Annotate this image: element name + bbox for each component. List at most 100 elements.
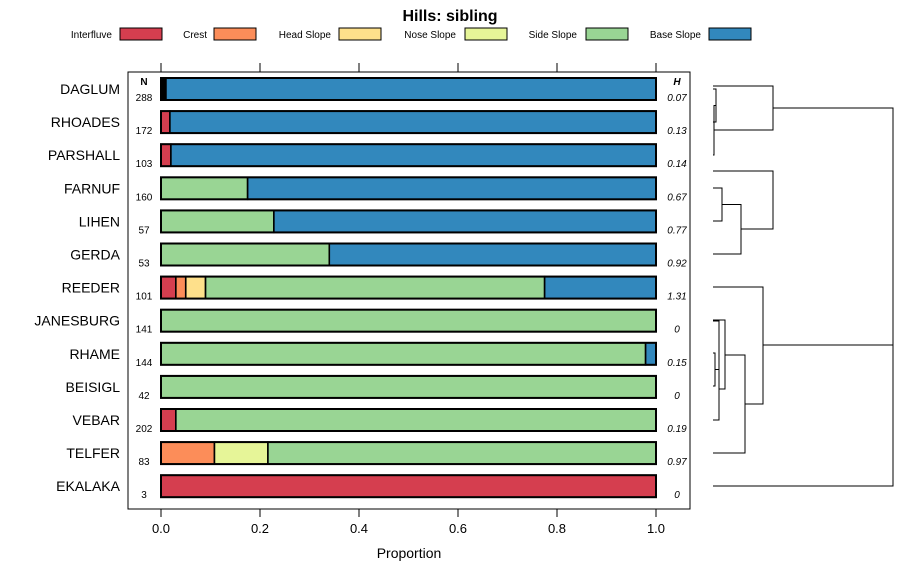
bar-segment — [175, 408, 657, 432]
row-n-value: 202 — [136, 424, 153, 435]
row-label: RHOADES — [51, 114, 120, 130]
legend-label: Base Slope — [650, 30, 702, 41]
bar-row: REEDER 101 1.31 — [62, 275, 687, 303]
row-label: EKALAKA — [56, 478, 120, 494]
row-n-value: 172 — [136, 126, 153, 137]
bar-segment — [170, 143, 657, 167]
bar-segment — [175, 275, 187, 300]
bar-segment — [160, 176, 249, 201]
bar-row: DAGLUM 288 0.07 — [60, 77, 687, 104]
row-h-value: 0.67 — [667, 192, 687, 203]
bar-row: LIHEN 57 0.77 — [79, 209, 687, 236]
legend-swatch — [708, 27, 752, 41]
legend-label: Nose Slope — [404, 30, 456, 41]
bar-segment — [160, 209, 275, 234]
dendrogram-link — [713, 187, 723, 222]
row-h-value: 1.31 — [667, 292, 686, 303]
bar-segment — [160, 308, 657, 333]
legend-label: Side Slope — [529, 30, 578, 41]
row-n-value: 42 — [138, 391, 150, 402]
bar-outline — [160, 77, 657, 101]
bar-rows: DAGLUM 288 0.07 RHOADES 172 0.13 PARSHALL 103 0.… — [34, 77, 687, 501]
x-tick-label: 0.2 — [251, 521, 269, 536]
bar-outline — [160, 275, 657, 300]
row-n-value: 53 — [138, 259, 150, 270]
dendrogram-link — [713, 170, 774, 230]
bar-segment — [160, 474, 657, 499]
bar-segment — [169, 110, 657, 134]
bar-outline — [160, 474, 657, 499]
x-tick-label: 0.6 — [449, 521, 467, 536]
x-tick-label: 0.0 — [152, 521, 170, 536]
bar-segment — [328, 242, 657, 267]
bar-row: FARNUF 160 0.67 — [64, 176, 687, 203]
row-n-value: 141 — [136, 325, 153, 336]
row-h-value: 0.92 — [667, 259, 687, 270]
top-axis-ticks — [160, 63, 657, 72]
legend-swatch — [213, 27, 257, 41]
legend-label: Head Slope — [279, 30, 332, 41]
bar-segment — [246, 176, 657, 201]
legend-swatch — [338, 27, 382, 41]
dendrogram-link — [713, 262, 894, 487]
legend-swatch — [464, 27, 508, 41]
dendrogram-link — [713, 320, 720, 370]
x-tick-label: 0.8 — [548, 521, 566, 536]
row-n-value: 57 — [138, 225, 150, 236]
row-n-value: 83 — [138, 457, 150, 468]
row-h-value: 0.15 — [667, 358, 687, 369]
legend-swatch — [585, 27, 629, 41]
bar-outline — [160, 441, 657, 466]
row-label: PARSHALL — [48, 147, 120, 163]
bar-outline — [160, 374, 657, 399]
row-n-value: 288 — [136, 93, 153, 104]
chart-title: Hills: sibling — [402, 8, 497, 25]
bar-row: TELFER 83 0.97 — [66, 441, 687, 468]
bar-segment — [160, 275, 177, 300]
bar-segment — [160, 341, 647, 366]
legend-label: Crest — [183, 30, 207, 41]
row-n-value: 3 — [141, 490, 147, 501]
dendrogram-link — [773, 107, 894, 234]
row-h-value: 0 — [674, 325, 680, 336]
legend-label: Interfluve — [71, 30, 113, 41]
bar-row: EKALAKA 3 0 — [56, 474, 680, 501]
dendrogram-link — [713, 352, 716, 387]
bar-segment — [160, 143, 172, 167]
h-column-header: H — [673, 77, 681, 88]
bar-segment — [267, 441, 657, 465]
bar-row: VEBAR 202 0.19 — [73, 408, 687, 435]
x-axis-label: Proportion — [377, 545, 442, 561]
row-label: LIHEN — [79, 213, 120, 229]
bar-outline — [160, 176, 657, 201]
bar-segment — [165, 77, 657, 101]
dendrogram-link — [713, 359, 720, 421]
bar-segment — [160, 408, 177, 432]
bar-outline — [160, 242, 657, 267]
row-label: DAGLUM — [60, 81, 120, 97]
dendrogram — [713, 85, 894, 487]
plot-frame — [127, 71, 691, 510]
bar-row: PARSHALL 103 0.14 — [48, 143, 687, 170]
bar-row: JANESBURG 141 0 — [34, 308, 680, 336]
row-h-value: 0 — [674, 490, 680, 501]
bar-outline — [160, 143, 657, 168]
dendrogram-link — [763, 234, 894, 346]
bar-segment — [213, 441, 269, 465]
bar-segment — [543, 275, 657, 300]
bar-row: RHOADES 172 0.13 — [51, 110, 687, 137]
bar-segment — [160, 375, 657, 399]
bar-outline — [160, 408, 657, 432]
legend: Interfluve Crest Head Slope Nose Slope Side … — [71, 27, 752, 41]
row-n-value: 101 — [136, 292, 153, 303]
row-label: GERDA — [70, 247, 120, 263]
row-n-value: 103 — [136, 159, 153, 170]
row-label: TELFER — [66, 445, 120, 461]
row-label: RHAME — [69, 346, 120, 362]
row-h-value: 0.07 — [667, 93, 687, 104]
bar-segment — [184, 275, 207, 300]
row-label: JANESBURG — [34, 313, 120, 329]
bar-segment — [160, 242, 331, 267]
row-n-value: 160 — [136, 192, 153, 203]
